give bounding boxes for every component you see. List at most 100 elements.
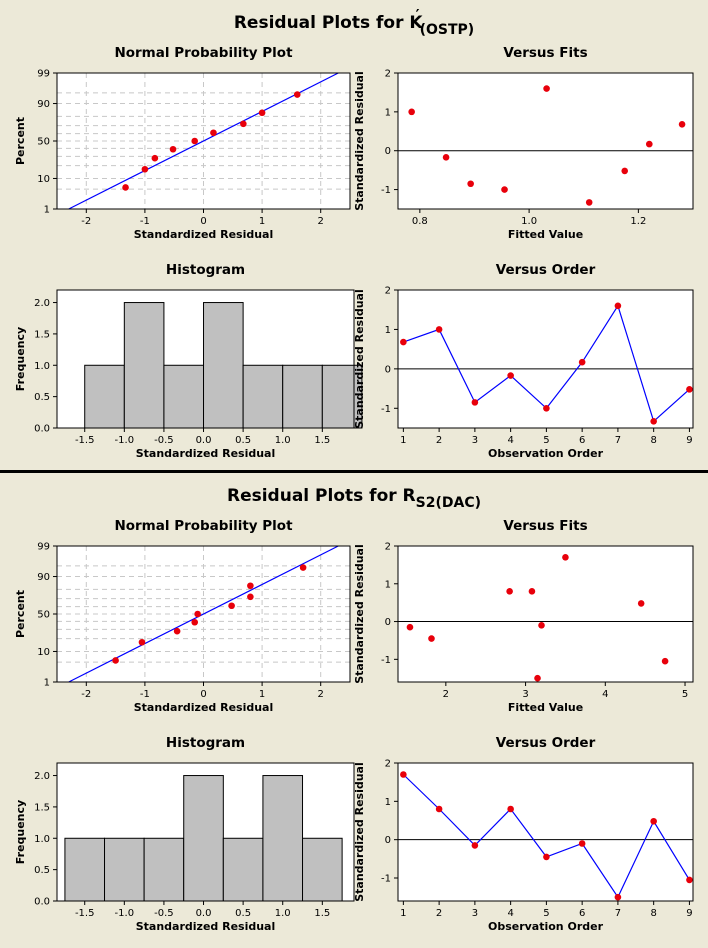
x-tick-label: -0.5 xyxy=(154,435,174,446)
plot-title: Versus Fits xyxy=(503,518,587,534)
y-tick-label: 99 xyxy=(37,542,50,553)
versus-order: 1 2 3 4 5 6 7 8 9 -1 0 1 2 Observation Order Standardi… xyxy=(353,735,694,933)
data-point xyxy=(191,137,199,145)
section-1-svg: Residual Plots for K′(OSTP)-2 -1 0 1 2110509… xyxy=(14,6,694,460)
normal-probability-plot: -2 -1 0 1 2 1 10 50 90 99 Standardized Residual Per… xyxy=(14,518,351,714)
y-tick-label: -1 xyxy=(381,185,391,196)
x-tick-label: 8 xyxy=(650,435,656,446)
x-tick-label: 2 xyxy=(318,689,324,700)
y-tick-label: 10 xyxy=(37,174,50,185)
plot-title: Normal Probability Plot xyxy=(114,45,293,61)
x-tick-label: 1.2 xyxy=(630,216,646,227)
histogram-bar xyxy=(123,302,165,429)
data-point xyxy=(228,602,235,610)
data-point xyxy=(534,674,541,682)
x-tick-label: -1.0 xyxy=(115,908,135,919)
data-point xyxy=(637,600,645,607)
y-tick-label: 0.5 xyxy=(34,392,50,403)
section-title: Residual Plots for RS2(DAC) xyxy=(227,486,481,511)
y-axis-label: Standardized Residual xyxy=(353,71,366,211)
x-axis-label: Observation Order xyxy=(488,447,604,460)
data-point xyxy=(400,338,407,346)
data-point xyxy=(428,635,435,642)
data-point xyxy=(442,154,450,161)
histogram-bar xyxy=(242,364,284,429)
x-tick-label: 2 xyxy=(436,435,442,446)
x-tick-label: -1 xyxy=(140,216,150,227)
y-tick-label: 0.0 xyxy=(34,897,50,908)
section-1-panel: Residual Plots for K′(OSTP) -2 -1 0 1 2 1 10 50 9… xyxy=(0,0,708,470)
y-tick-label: 2.0 xyxy=(34,771,50,782)
section-title-prime: ′ xyxy=(416,6,420,24)
histogram-bar xyxy=(321,364,363,429)
x-tick-label: 1.5 xyxy=(314,435,330,446)
y-tick-label: 0 xyxy=(385,146,391,157)
histogram-bar xyxy=(302,837,343,902)
x-tick-label: -1 xyxy=(140,689,150,700)
section-title-subscript: (OSTP) xyxy=(420,22,475,38)
y-tick-label: 1.0 xyxy=(34,834,50,845)
plot-title: Normal Probability Plot xyxy=(114,518,293,534)
data-point xyxy=(543,853,550,861)
section-title-subscript: S2(DAC) xyxy=(416,495,481,511)
data-point xyxy=(507,805,514,813)
data-point xyxy=(258,109,266,117)
data-point xyxy=(112,657,119,664)
x-tick-label: 1 xyxy=(259,689,265,700)
x-axis-label: Standardized Residual xyxy=(136,920,276,933)
histogram-bar xyxy=(222,837,264,902)
x-tick-label: 1 xyxy=(259,216,265,227)
x-tick-label: 4 xyxy=(507,435,513,446)
data-point xyxy=(173,627,181,635)
y-tick-label: 1 xyxy=(385,579,391,590)
data-point xyxy=(578,358,586,366)
x-tick-label: 7 xyxy=(615,435,621,446)
data-point xyxy=(645,140,653,148)
x-tick-label: 1 xyxy=(400,908,406,919)
x-tick-label: 1.5 xyxy=(314,908,330,919)
data-point xyxy=(406,623,414,631)
x-tick-label: 3 xyxy=(522,689,528,700)
data-point xyxy=(686,386,693,393)
x-tick-label: 6 xyxy=(579,908,585,919)
data-point xyxy=(194,610,201,618)
x-tick-label: 3 xyxy=(472,435,478,446)
histogram-bar xyxy=(262,775,304,902)
x-tick-label: 2 xyxy=(436,908,442,919)
data-point xyxy=(506,588,513,595)
data-point xyxy=(191,618,199,626)
x-tick-label: 6 xyxy=(579,435,585,446)
plot-title: Histogram xyxy=(166,735,245,751)
data-point xyxy=(528,588,536,595)
histogram-bar xyxy=(84,364,125,429)
plot-border xyxy=(56,289,355,429)
y-tick-label: 1 xyxy=(44,205,50,216)
plot-border xyxy=(397,762,694,902)
histogram-bar xyxy=(203,302,244,429)
x-tick-label: 9 xyxy=(686,435,692,446)
histogram-bar xyxy=(104,837,145,902)
data-point xyxy=(585,199,593,206)
x-tick-label: 1.0 xyxy=(521,216,537,227)
plot-area xyxy=(397,72,694,210)
y-tick-label: 1 xyxy=(385,797,391,808)
y-tick-label: 2 xyxy=(385,542,391,553)
data-point xyxy=(543,85,550,92)
y-tick-label: 1.0 xyxy=(34,361,50,372)
y-tick-label: -1 xyxy=(381,874,391,885)
data-point xyxy=(614,302,622,310)
data-point xyxy=(240,120,247,128)
histogram-bar xyxy=(64,837,106,902)
y-tick-label: 2 xyxy=(385,759,391,770)
data-point xyxy=(141,165,149,173)
data-point xyxy=(299,564,307,571)
data-point xyxy=(293,91,301,98)
y-tick-label: 1 xyxy=(385,325,391,336)
data-point xyxy=(138,638,146,646)
x-tick-label: 3 xyxy=(472,908,478,919)
x-tick-label: 0.0 xyxy=(196,435,212,446)
y-tick-label: -1 xyxy=(381,404,391,415)
x-axis-label: Standardized Residual xyxy=(136,447,276,460)
histogram-bar xyxy=(143,837,185,902)
